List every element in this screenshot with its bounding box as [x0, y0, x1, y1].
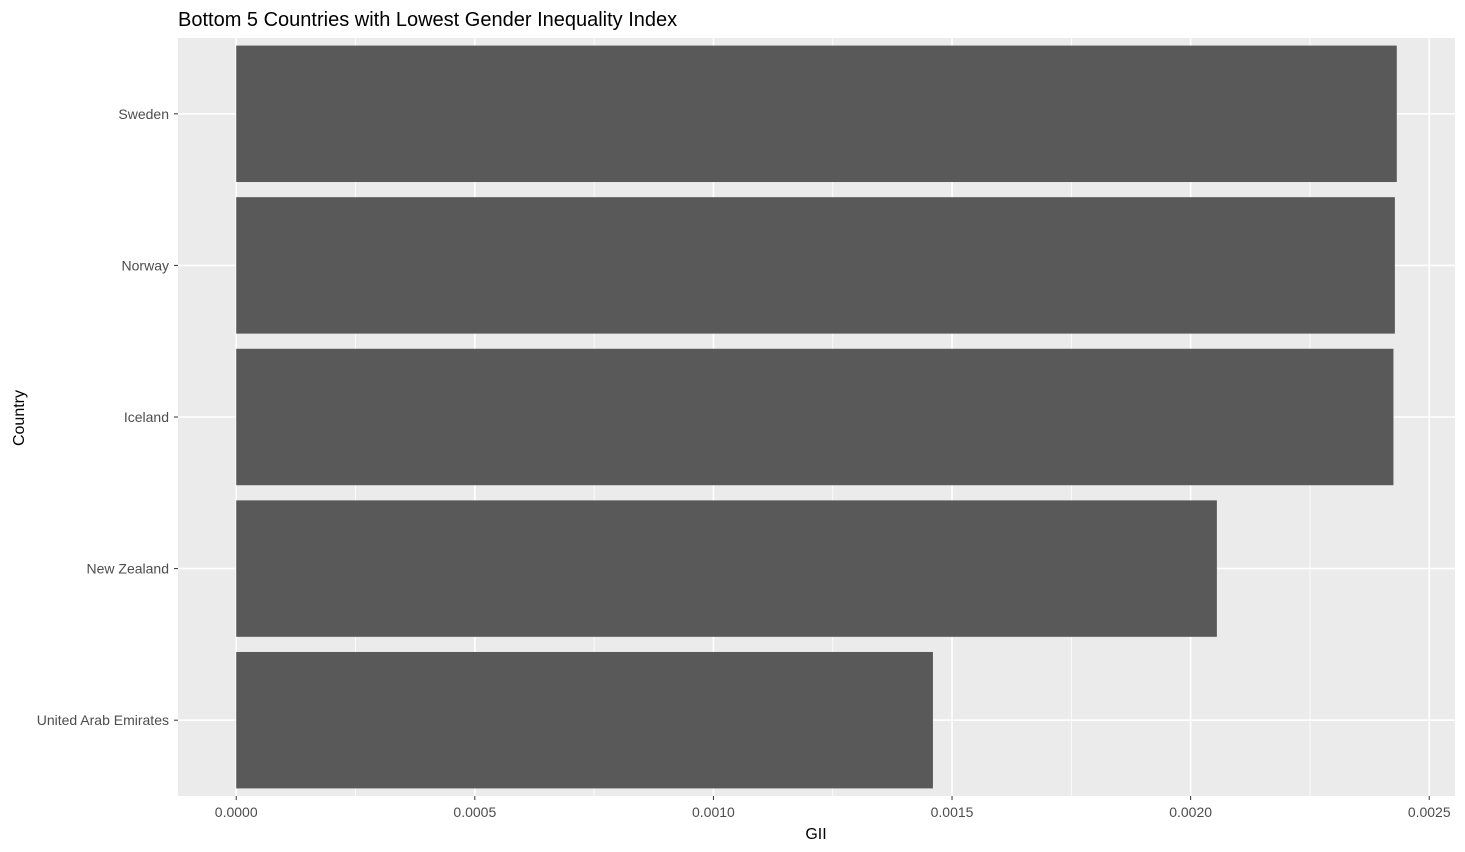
- y-tick-label: Iceland: [124, 409, 169, 425]
- y-tick-label: Norway: [122, 257, 169, 273]
- x-tick-label: 0.0025: [1408, 804, 1451, 820]
- bar: [236, 348, 1394, 486]
- x-axis: 0.0000 0.0005 0.0010 0.0015 0.0020 0.0025: [215, 796, 1451, 820]
- y-tick-label: United Arab Emirates: [37, 712, 169, 728]
- y-tick-label: Sweden: [118, 106, 169, 122]
- bars: [236, 45, 1397, 789]
- x-tick-label: 0.0005: [453, 804, 496, 820]
- x-axis-title: GII: [805, 826, 826, 843]
- x-tick-label: 0.0015: [931, 804, 974, 820]
- bar: [236, 197, 1395, 334]
- bar: [236, 651, 933, 789]
- x-tick-label: 0.0020: [1169, 804, 1212, 820]
- y-axis: United Arab Emirates New Zealand Iceland No…: [37, 106, 178, 728]
- x-tick-label: 0.0000: [215, 804, 258, 820]
- bar: [236, 45, 1397, 183]
- x-tick-label: 0.0010: [692, 804, 735, 820]
- y-axis-title: Country: [11, 390, 28, 446]
- chart-title: Bottom 5 Countries with Lowest Gender In…: [178, 9, 677, 31]
- y-tick-label: New Zealand: [87, 561, 170, 577]
- bar: [236, 500, 1217, 637]
